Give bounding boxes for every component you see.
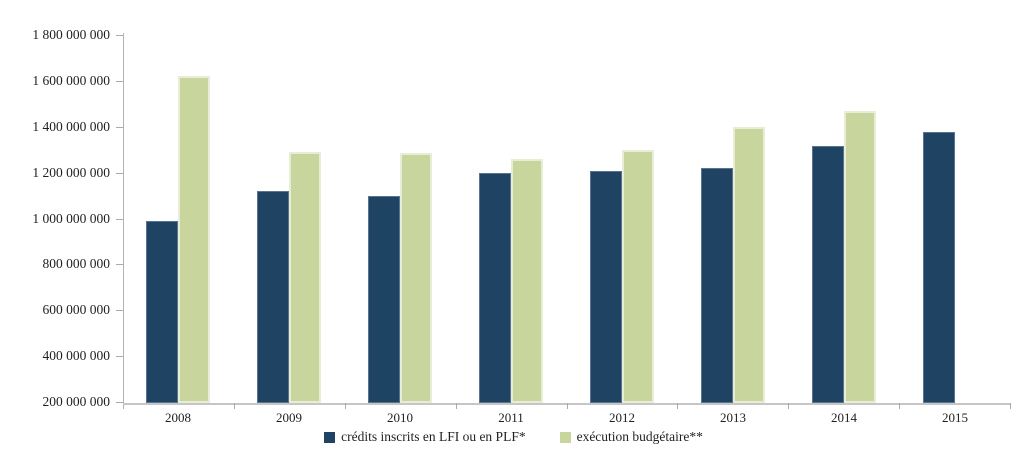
y-axis-tick [116,264,123,265]
x-axis-tick [456,403,457,409]
y-axis-tick [116,310,123,311]
bar-2015-lfi [923,132,955,403]
y-axis-tick [116,35,123,36]
legend-label-execution: exécution budgétaire** [576,429,703,444]
legend-swatch-execution-icon [559,431,571,443]
y-axis-label: 1 800 000 000 [32,27,110,42]
y-axis-label: 1 600 000 000 [32,73,110,88]
legend-item-lfi: crédits inscrits en LFI ou en PLF* [324,429,526,445]
y-axis-label: 800 000 000 [42,256,111,271]
x-axis-tick [567,403,568,409]
bar-2009-lfi [257,191,289,403]
x-axis-label: 2012 [609,410,635,425]
y-axis-label: 1 400 000 000 [32,119,110,134]
bar-2014-lfi [812,146,844,403]
y-axis-tick [116,402,123,403]
x-axis-label: 2011 [498,410,524,425]
x-axis-label: 2014 [831,410,857,425]
y-axis-tick [116,173,123,174]
bar-2011-execution [511,159,543,403]
bar-2014-execution [844,111,876,403]
x-axis-tick [788,403,789,409]
x-axis-label: 2013 [720,410,746,425]
legend: crédits inscrits en LFI ou en PLF* exécu… [0,429,1027,445]
bar-2012-lfi [590,171,622,403]
legend-item-execution: exécution budgétaire** [559,429,703,445]
bar-2008-execution [178,76,210,403]
y-axis-line [123,33,124,409]
bar-2013-lfi [701,168,733,403]
y-axis-tick [116,81,123,82]
y-axis-label: 400 000 000 [42,348,111,363]
x-axis-line [123,403,1010,405]
y-axis-tick [116,127,123,128]
y-axis-label: 600 000 000 [42,302,111,317]
x-axis-tick [677,403,678,409]
bar-2011-lfi [479,173,511,403]
bar-2010-lfi [368,196,400,403]
bar-2012-execution [622,150,654,403]
x-axis-tick [345,403,346,409]
bar-2010-execution [400,153,432,403]
y-axis-tick [116,356,123,357]
bar-2009-execution [289,152,321,403]
bar-2013-execution [733,127,765,403]
x-axis-label: 2015 [942,410,968,425]
y-axis-label: 1 000 000 000 [32,211,110,226]
bar-2008-lfi [146,221,178,403]
x-axis-label: 2010 [387,410,413,425]
x-axis-tick [899,403,900,409]
legend-label-lfi: crédits inscrits en LFI ou en PLF* [341,429,526,444]
y-axis-label: 200 000 000 [42,394,111,409]
y-axis-label: 1 200 000 000 [32,165,110,180]
x-axis-tick [1010,403,1011,409]
x-axis-label: 2009 [276,410,302,425]
legend-swatch-lfi-icon [324,431,336,443]
y-axis-tick [116,219,123,220]
x-axis-label: 2008 [165,410,191,425]
x-axis-tick [234,403,235,409]
